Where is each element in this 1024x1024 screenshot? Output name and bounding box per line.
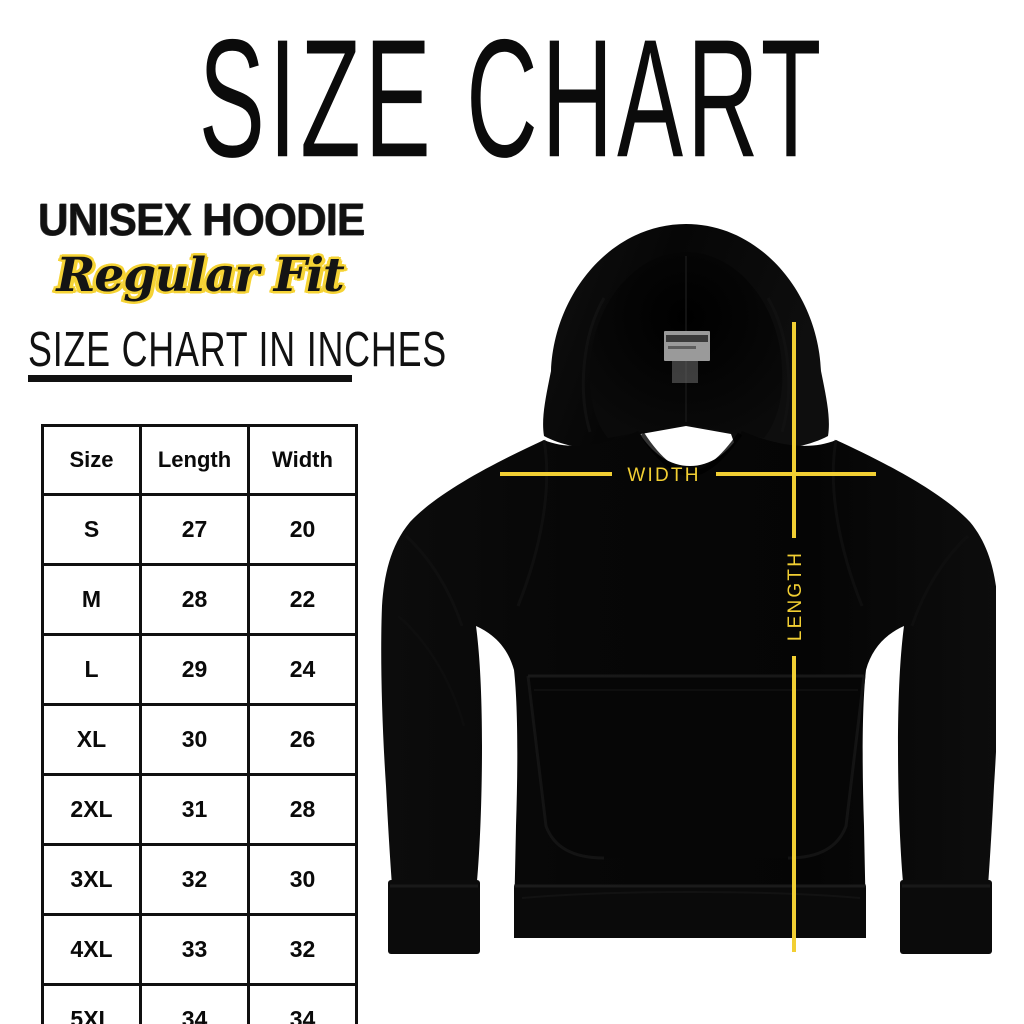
length-label: LENGTH	[785, 551, 806, 641]
cell-length: 31	[139, 773, 250, 846]
cell-width: 30	[247, 843, 358, 916]
units-heading-underline	[28, 375, 352, 382]
left-info-column: UNISEX HOODIE Regular Fit SIZE CHART IN …	[26, 194, 447, 382]
cell-size: 3XL	[41, 843, 142, 916]
table-row: 3XL 32 30	[41, 843, 358, 916]
units-heading: SIZE CHART IN INCHES	[28, 321, 447, 377]
cell-width: 22	[247, 563, 358, 636]
table-row: S 27 20	[41, 493, 358, 566]
table-row: 5XL 34 34	[41, 983, 358, 1024]
table-row: L 29 24	[41, 633, 358, 706]
cell-length: 28	[139, 563, 250, 636]
table-row: 2XL 31 28	[41, 773, 358, 846]
cell-size: 4XL	[41, 913, 142, 986]
column-header-width: Width	[247, 424, 358, 496]
units-heading-block: SIZE CHART IN INCHES	[26, 321, 447, 382]
cell-size: XL	[41, 703, 142, 776]
cell-length: 34	[139, 983, 250, 1024]
cell-width: 26	[247, 703, 358, 776]
hoodie-illustration: WIDTH LENGTH	[376, 186, 996, 998]
cell-size: 2XL	[41, 773, 142, 846]
cell-length: 32	[139, 843, 250, 916]
width-label: WIDTH	[627, 465, 700, 486]
cell-width: 28	[247, 773, 358, 846]
cell-length: 30	[139, 703, 250, 776]
cell-size: L	[41, 633, 142, 706]
page-title: SIZE CHART	[198, 3, 826, 193]
cell-length: 27	[139, 493, 250, 566]
garment-fit-heading: Regular Fit	[56, 248, 344, 303]
table-row: M 28 22	[41, 563, 358, 636]
table-row: 4XL 33 32	[41, 913, 358, 986]
neck-label-tag	[664, 331, 710, 383]
cell-size: S	[41, 493, 142, 566]
cell-size: M	[41, 563, 142, 636]
column-header-length: Length	[139, 424, 250, 496]
cell-length: 33	[139, 913, 250, 986]
cell-width: 20	[247, 493, 358, 566]
cell-width: 34	[247, 983, 358, 1024]
cell-length: 29	[139, 633, 250, 706]
measurement-guides: WIDTH LENGTH	[500, 322, 876, 952]
garment-name-heading: UNISEX HOODIE	[38, 194, 365, 245]
hoodie-body	[381, 431, 996, 954]
column-header-size: Size	[41, 424, 142, 496]
cell-width: 32	[247, 913, 358, 986]
table-row: XL 30 26	[41, 703, 358, 776]
table-header-row: Size Length Width	[41, 424, 358, 496]
size-table: Size Length Width S 27 20 M 28 22 L 29 2…	[41, 424, 358, 1024]
cell-size: 5XL	[41, 983, 142, 1024]
cell-width: 24	[247, 633, 358, 706]
